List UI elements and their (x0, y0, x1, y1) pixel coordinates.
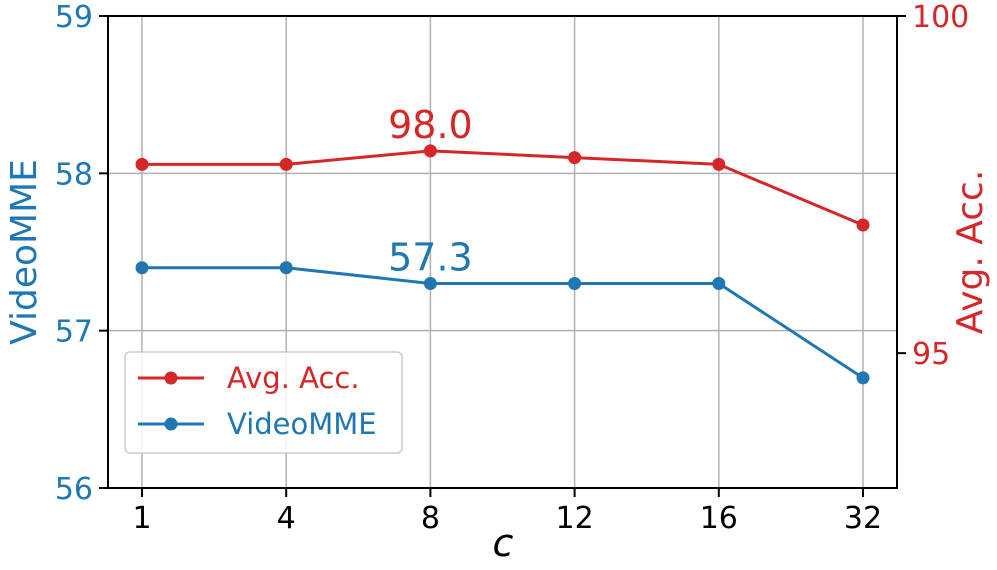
left-axis-label: VideoMME (4, 159, 45, 345)
x-tick-label: 1 (132, 501, 151, 536)
left-tick-label: 59 (55, 0, 93, 35)
avg-acc-point (135, 157, 149, 171)
left-tick-label: 56 (55, 472, 93, 507)
videomme-point (279, 261, 293, 275)
videomme-line (142, 266, 864, 380)
x-axis-label: c (493, 521, 514, 565)
plot-frame (107, 15, 898, 489)
right-axis-label: Avg. Acc. (950, 170, 991, 335)
videomme-point (712, 276, 726, 290)
avg-acc-line (142, 149, 864, 227)
x-tick-label: 4 (277, 501, 296, 536)
videomme-point (856, 371, 870, 385)
x-tick-label: 8 (421, 501, 440, 536)
legend-marker (164, 417, 178, 431)
avg-acc-point (856, 218, 870, 232)
right-tick-label: 95 (912, 337, 950, 372)
annotation-label: 98.0 (388, 103, 473, 147)
annotation-label: 57.3 (388, 235, 473, 279)
avg-acc-point (568, 151, 582, 165)
right-axis-ticks: 95 100 (897, 0, 969, 372)
left-tick-label: 58 (55, 157, 93, 192)
legend-entries: Avg. Acc. VideoMME (138, 361, 377, 441)
data-annotations: 98.0 57.3 (388, 103, 473, 280)
avg-acc-point (423, 144, 437, 158)
avg-acc-point (279, 157, 293, 171)
right-tick-label: 100 (912, 0, 969, 35)
left-tick-label: 57 (55, 315, 93, 350)
left-axis-ticks: 56 57 58 59 (55, 0, 108, 507)
legend: Avg. Acc. VideoMME (124, 351, 403, 454)
videomme-point (423, 276, 437, 290)
legend-label: VideoMME (227, 407, 377, 441)
videomme-point (135, 261, 149, 275)
x-axis-ticks: 1 4 8 12 16 32 (132, 488, 882, 536)
legend-marker (164, 371, 178, 385)
x-tick-label: 32 (844, 501, 882, 536)
series-lines (142, 149, 864, 380)
avg-acc-point (712, 157, 726, 171)
x-tick-label: 16 (700, 501, 738, 536)
series-markers (135, 144, 870, 385)
legend-label: Avg. Acc. (227, 361, 360, 395)
x-tick-label: 12 (556, 501, 594, 536)
videomme-point (568, 276, 582, 290)
